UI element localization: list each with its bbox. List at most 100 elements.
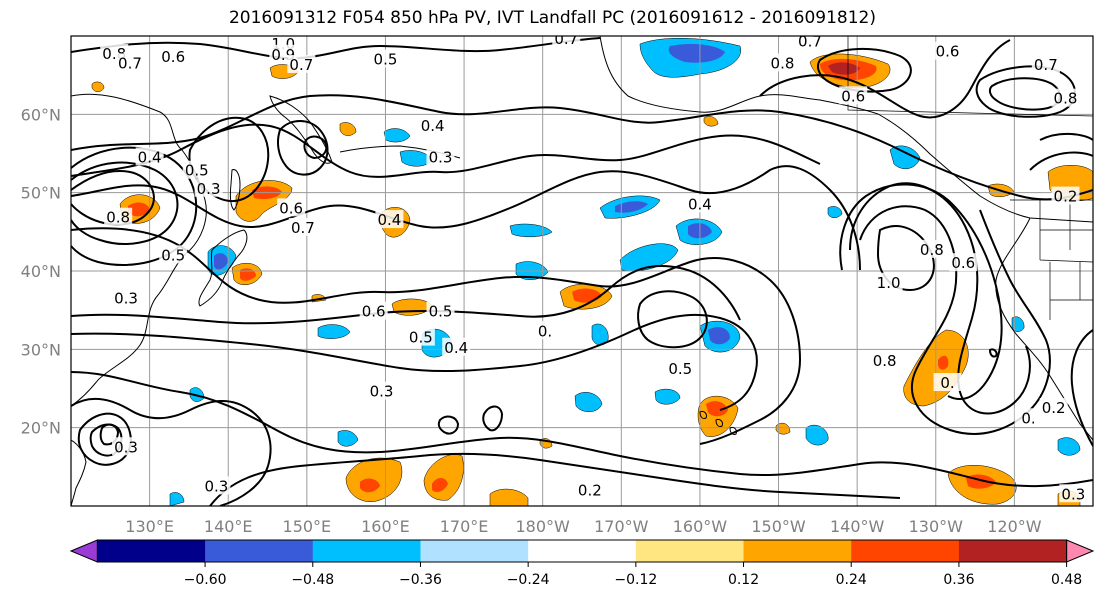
- colorbar-segment: [743, 540, 852, 562]
- hawaii-islands: [699, 411, 737, 435]
- contour-label-background: [1031, 54, 1060, 73]
- negative-pv-patch: [169, 492, 185, 506]
- contour-label-background: [426, 301, 455, 320]
- contour-label-background: [795, 36, 824, 50]
- contour-label: 0.5: [374, 51, 398, 69]
- negative-pv-patch: [1057, 437, 1081, 456]
- contour-label-background: [1051, 88, 1080, 107]
- contour-label-background: [202, 476, 231, 495]
- contour-label: 0.8: [771, 54, 795, 72]
- alaska-coastline: [599, 36, 1093, 223]
- contour-label-background: [768, 53, 797, 72]
- contour-label-background: [287, 54, 316, 73]
- positive-pv-patch-core: [706, 401, 728, 417]
- longitude-label: 170°E: [440, 517, 489, 536]
- negative-pv-patch: [805, 424, 829, 446]
- contour-label-background: [115, 53, 144, 72]
- contour-label: 0.3: [429, 148, 453, 166]
- contour-label: 0.8: [1054, 90, 1078, 108]
- positive-pv-patch-core: [360, 478, 380, 493]
- negative-pv-patch: [317, 324, 351, 339]
- colorbar-segment: [851, 540, 960, 562]
- negative-pv-patch: [337, 430, 359, 447]
- contour-label-background: [685, 194, 714, 213]
- pv-contour: [71, 371, 1093, 488]
- contour-label: 0.: [1021, 409, 1035, 427]
- contour-label-background: [552, 36, 581, 48]
- contour-label-background: [418, 116, 447, 135]
- contour-label: 0.4: [688, 195, 712, 213]
- colorbar-tick-label: −0.60: [184, 572, 227, 588]
- colorbar-tick-label: 0.12: [728, 572, 759, 588]
- contour-label: 0.6: [161, 48, 185, 66]
- north-america-west-coastline: [995, 217, 1093, 441]
- contour-label-background: [367, 381, 396, 400]
- contour-label: 0.3: [205, 477, 229, 495]
- negative-pv-patch: [827, 206, 843, 218]
- contour-label: 0.3: [114, 438, 138, 456]
- pv-contour: [1070, 329, 1093, 447]
- contour-label: 0.3: [370, 383, 394, 401]
- contour-label-background: [870, 351, 899, 370]
- contour-label: 0.4: [421, 117, 445, 135]
- positive-pv-patch: [339, 122, 357, 136]
- contour-label-background: [531, 321, 560, 340]
- longitude-label: 150°E: [283, 517, 332, 536]
- positive-pv-patch: [775, 422, 791, 435]
- figure-title: 2016091312 F054 850 hPa PV, IVT Landfall…: [228, 8, 876, 28]
- pv-contour: [71, 227, 802, 445]
- contour-label: 0.7: [1034, 56, 1058, 74]
- colorbar-segment: [205, 540, 314, 562]
- latitude-label: 30°N: [21, 340, 61, 359]
- kamchatka-coastline: [269, 95, 333, 164]
- pv-contour: [859, 205, 1051, 435]
- contour-label: 0.4: [138, 148, 162, 166]
- longitude-label: 140°E: [204, 517, 253, 536]
- contour-label: 0.6: [936, 43, 960, 61]
- longitude-label: 170°W: [594, 517, 649, 536]
- contour-label-background: [874, 272, 903, 291]
- pv-contour: [876, 225, 935, 292]
- colorbar-tick-label: −0.36: [399, 572, 442, 588]
- contour-label: 0.5: [409, 329, 433, 347]
- contour-label: 0.3: [114, 289, 138, 307]
- contour-label-background: [666, 358, 695, 377]
- positive-pv-patch-core: [432, 478, 448, 492]
- pv-contour: [71, 265, 741, 325]
- contour-label: 0.6: [951, 254, 975, 272]
- pv-contour: [71, 397, 272, 506]
- contour-label-background: [949, 253, 978, 272]
- negative-pv-patch: [383, 128, 411, 143]
- negative-pv-patch: [889, 145, 921, 170]
- longitude-label: 140°W: [830, 517, 885, 536]
- contour-label-background: [933, 373, 962, 392]
- contour-label-background: [426, 147, 455, 166]
- contour-label: 0.6: [841, 87, 865, 105]
- colorbar-tick-label: −0.24: [507, 572, 550, 588]
- positive-pv-patch: [489, 488, 529, 506]
- contour-label-background: [112, 437, 141, 456]
- pv-contour: [71, 94, 1093, 201]
- pv-contour: [988, 77, 1061, 111]
- longitude-label: 130°W: [909, 517, 964, 536]
- positive-pv-patch: [703, 116, 719, 127]
- contour-label: 0.2: [1054, 188, 1078, 206]
- contour-label-background: [1051, 186, 1080, 205]
- colorbar-frame: [96, 539, 1068, 563]
- pv-contour: [277, 120, 329, 176]
- positive-pv-patch: [91, 81, 105, 92]
- latitude-label: 20°N: [21, 419, 61, 438]
- negative-pv-patch: [509, 223, 553, 237]
- negative-pv-patch-core: [214, 253, 228, 270]
- contour-label-background: [375, 210, 404, 229]
- contour-label-background: [104, 207, 133, 226]
- alaska-canada-border: [847, 36, 1093, 117]
- contour-label: 0.5: [668, 360, 692, 378]
- negative-pv-patch-core: [708, 327, 730, 345]
- pv-contour: [1029, 133, 1093, 171]
- contour-label: 0.6: [362, 303, 386, 321]
- contour-label-background: [135, 147, 164, 166]
- pv-contour: [437, 415, 460, 435]
- colorbar-segment: [420, 540, 529, 562]
- contour-label: 0.7: [798, 32, 822, 50]
